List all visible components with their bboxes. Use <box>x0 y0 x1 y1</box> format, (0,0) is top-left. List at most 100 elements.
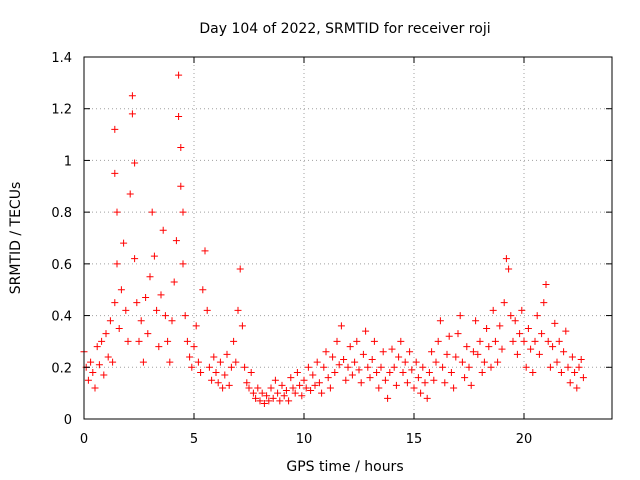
data-point <box>322 348 330 356</box>
data-point <box>397 337 405 345</box>
data-point <box>520 337 528 345</box>
data-point <box>304 363 312 371</box>
data-point <box>535 350 543 358</box>
data-point <box>122 306 130 314</box>
data-point <box>564 363 572 371</box>
data-point <box>386 368 394 376</box>
data-point <box>410 384 418 392</box>
y-tick-label: 0 <box>64 413 72 428</box>
data-point <box>282 387 290 395</box>
data-point <box>439 363 447 371</box>
data-point <box>408 366 416 374</box>
data-point <box>421 379 429 387</box>
data-point <box>265 397 273 405</box>
data-point <box>175 112 183 120</box>
data-point <box>551 319 559 327</box>
data-point <box>203 306 211 314</box>
data-point <box>199 286 207 294</box>
data-point <box>183 337 191 345</box>
data-point <box>95 361 103 369</box>
data-point <box>428 348 436 356</box>
data-point <box>150 252 158 260</box>
y-tick-label: 0.6 <box>51 258 72 273</box>
data-point <box>346 343 354 351</box>
data-point <box>194 358 202 366</box>
data-point <box>104 353 112 361</box>
data-point <box>93 343 101 351</box>
data-point <box>362 327 370 335</box>
y-tick-label: 1.4 <box>51 51 72 66</box>
data-point <box>164 337 172 345</box>
chart-title: Day 104 of 2022, SRMTID for receiver roj… <box>199 21 490 37</box>
data-point <box>480 358 488 366</box>
data-point <box>454 330 462 338</box>
data-point <box>285 397 293 405</box>
data-point <box>351 358 359 366</box>
data-point <box>342 376 350 384</box>
data-point <box>452 353 460 361</box>
data-point <box>419 363 427 371</box>
data-point <box>331 368 339 376</box>
data-point <box>263 392 271 400</box>
data-point <box>289 384 297 392</box>
data-point <box>313 358 321 366</box>
data-point <box>271 376 279 384</box>
data-points <box>80 71 587 407</box>
y-tick-label: 0.8 <box>51 206 72 221</box>
x-tick-label: 15 <box>406 432 423 447</box>
data-point <box>546 363 554 371</box>
data-point <box>260 399 268 407</box>
data-point <box>276 397 284 405</box>
data-point <box>249 389 257 397</box>
data-point <box>491 337 499 345</box>
data-point <box>560 348 568 356</box>
data-point <box>219 384 227 392</box>
y-tick-labels: 0 0.2 0.4 0.6 0.8 1 1.2 1.4 <box>51 51 72 428</box>
data-point <box>494 358 502 366</box>
data-point <box>172 237 180 245</box>
data-point <box>450 384 458 392</box>
data-point <box>142 293 150 301</box>
data-point <box>175 71 183 79</box>
data-point <box>223 350 231 358</box>
data-point <box>544 337 552 345</box>
data-point <box>131 159 139 167</box>
data-point <box>511 317 519 325</box>
data-point <box>538 330 546 338</box>
data-point <box>302 384 310 392</box>
data-point <box>258 389 266 397</box>
data-point <box>370 337 378 345</box>
data-point <box>210 353 218 361</box>
y-tick-label: 0.4 <box>51 310 72 325</box>
x-axis-label: GPS time / hours <box>286 459 403 475</box>
data-point <box>500 299 508 307</box>
data-point <box>300 376 308 384</box>
data-point <box>577 356 585 364</box>
data-point <box>190 343 198 351</box>
data-point <box>390 363 398 371</box>
data-point <box>476 337 484 345</box>
data-point <box>128 110 136 118</box>
data-point <box>566 379 574 387</box>
data-point <box>166 358 174 366</box>
data-point <box>540 299 548 307</box>
data-point <box>489 306 497 314</box>
data-point <box>399 368 407 376</box>
data-point <box>177 182 185 190</box>
data-point <box>562 327 570 335</box>
data-point <box>131 255 139 263</box>
data-point <box>245 384 253 392</box>
data-point <box>496 322 504 330</box>
data-point <box>227 363 235 371</box>
x-tick-labels: 0 5 10 15 20 <box>80 432 532 447</box>
data-point <box>555 337 563 345</box>
data-point <box>441 379 449 387</box>
data-point <box>388 345 396 353</box>
data-point <box>458 358 466 366</box>
data-point <box>472 317 480 325</box>
data-point <box>384 394 392 402</box>
data-point <box>456 312 464 320</box>
data-point <box>87 358 95 366</box>
